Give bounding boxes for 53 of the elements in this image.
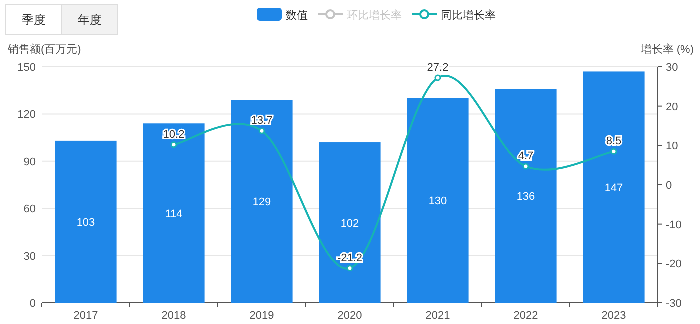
y2-axis-title: 增长率 (%)	[640, 43, 694, 56]
data-label: -21.2	[337, 252, 363, 264]
y2-tick-label: 0	[666, 180, 672, 192]
y-tick-label: 120	[18, 109, 36, 122]
data-label: 103	[76, 216, 96, 229]
x-tick-label: 2020	[338, 310, 362, 322]
y-tick-label: 150	[18, 62, 36, 74]
y2-tick-label: 30	[666, 62, 678, 74]
bar	[55, 140, 117, 303]
y2-tick-label: -30	[666, 298, 682, 310]
data-label: 136	[516, 191, 536, 204]
point	[258, 128, 266, 134]
y-tick-label: 30	[24, 250, 36, 263]
x-tick-label: 2023	[602, 310, 626, 322]
point	[170, 142, 178, 148]
x-tick-label: 2021	[426, 310, 450, 322]
data-label: 147	[604, 182, 624, 194]
data-label: 4.7	[518, 150, 534, 163]
bar	[495, 89, 557, 303]
data-label: 13.7	[251, 115, 273, 128]
x-tick-label: 2018	[162, 310, 186, 322]
point	[434, 74, 442, 82]
point	[346, 265, 354, 272]
point	[610, 148, 618, 155]
legend-label: 同比增长率	[441, 9, 496, 22]
bar	[407, 98, 469, 303]
data-label: 130	[428, 196, 448, 208]
data-label: 10.2	[163, 128, 185, 141]
bar	[143, 124, 205, 303]
data-label: 27.2	[427, 62, 449, 74]
legend-label: 环比增长率	[347, 9, 402, 22]
y2-tick-label: 20	[666, 101, 678, 114]
data-label: 8.5	[606, 136, 622, 148]
data-label: 114	[165, 208, 183, 220]
legend-label: 数值	[286, 10, 308, 22]
x-tick-label: 2017	[74, 310, 98, 322]
data-label: 129	[252, 196, 272, 209]
text: 年度	[78, 13, 102, 27]
y-tick-label: 60	[24, 204, 36, 216]
y2-tick-label: -10	[666, 219, 682, 232]
y-tick-label: 0	[30, 298, 36, 310]
y2-tick-label: 10	[666, 140, 678, 153]
bar	[583, 72, 645, 303]
y2-tick-label: -20	[666, 258, 682, 271]
x-tick-label: 2019	[250, 310, 274, 322]
y-axis-title: 销售额(百万元)	[7, 43, 82, 56]
bar	[319, 142, 381, 303]
x-tick-label: 2022	[514, 310, 538, 322]
data-label: 102	[340, 218, 360, 230]
point	[522, 163, 530, 170]
text: 季度	[22, 13, 46, 27]
y-tick-label: 90	[24, 156, 36, 168]
bar	[231, 100, 293, 303]
